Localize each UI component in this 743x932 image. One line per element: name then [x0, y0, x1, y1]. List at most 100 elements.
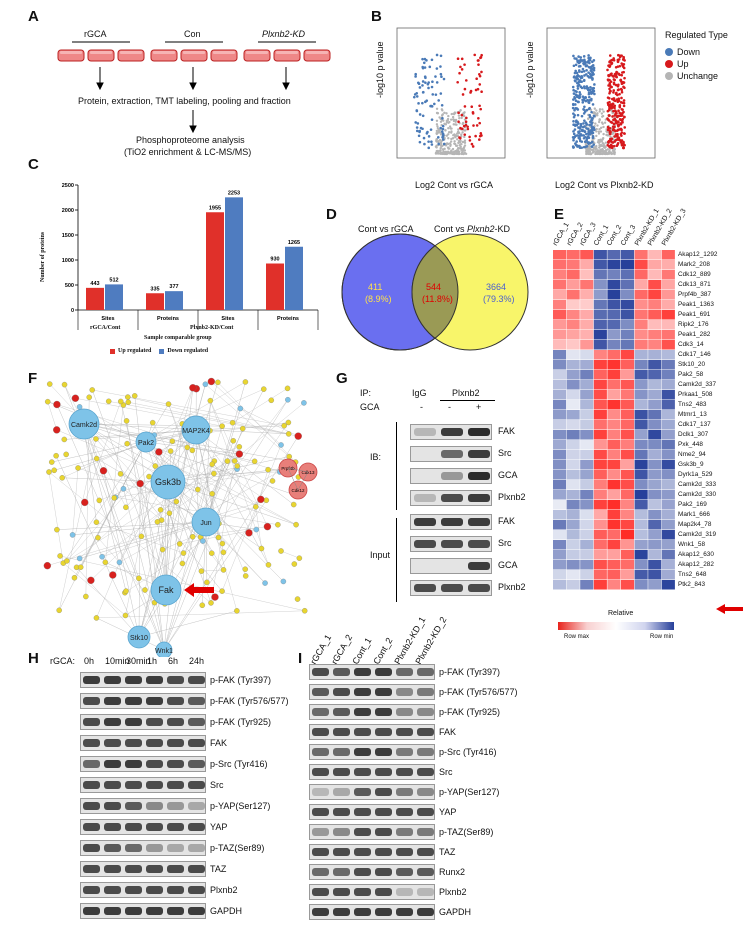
- hub-node-gsk3b: [150, 464, 186, 500]
- i-row-label: TAZ: [439, 847, 456, 857]
- panel-h-timecourse: rGCA: 0h 10min 30min 1h 6h 24h p-FAK (Tyr397)…: [40, 650, 300, 930]
- legend-unchange-label: Unchange: [677, 71, 719, 81]
- unchange-point: [593, 146, 597, 149]
- blot-band: [312, 788, 329, 796]
- panel-b-volcano: -log10 p value -log10 p value Log2 Cont …: [375, 20, 735, 200]
- heatmap-cell: [621, 330, 635, 340]
- down-point: [572, 119, 575, 123]
- up-point: [459, 65, 462, 69]
- down-point: [591, 89, 595, 93]
- network-edge: [63, 441, 147, 564]
- down-point: [578, 91, 581, 94]
- heatmap-cell: [621, 440, 635, 450]
- blot-band: [468, 450, 491, 458]
- venn-mid-count: 544: [426, 282, 442, 292]
- up-point: [620, 62, 623, 65]
- down-point: [586, 60, 589, 64]
- blot-band: [312, 848, 329, 856]
- heatmap-cell: [580, 570, 594, 580]
- heatmap-cell: [634, 490, 648, 500]
- volcano-legend: Down Up Unchange: [665, 46, 718, 82]
- heatmap-row-label: Gsk3b_9: [678, 461, 704, 468]
- input-row-label: Src: [498, 538, 512, 548]
- blot-band: [125, 676, 142, 684]
- i-blot-row: [309, 704, 435, 720]
- venn-mid-pct: (11.8%): [422, 294, 453, 304]
- down-point: [572, 132, 576, 136]
- heatmap-cell: [648, 460, 662, 470]
- network-edge: [96, 387, 194, 618]
- up-point: [610, 106, 614, 110]
- network-edge: [199, 399, 288, 515]
- down-point: [586, 141, 590, 144]
- unchange-point: [441, 151, 445, 155]
- h-row-label: p-Src (Tyr416): [210, 759, 268, 769]
- heatmap-row-label: Camk2d_330: [678, 491, 717, 498]
- blot-band: [333, 808, 350, 816]
- heatmap-cell: [580, 410, 594, 420]
- down-point: [589, 56, 592, 60]
- network-node: [195, 486, 201, 493]
- down-point: [424, 81, 427, 84]
- network-edge: [64, 384, 127, 508]
- down-point: [585, 64, 589, 67]
- down-point: [581, 95, 585, 98]
- heatmap-cell: [621, 520, 635, 530]
- down-point: [578, 79, 582, 82]
- network-node: [301, 400, 307, 406]
- heatmap-row-label: Peak1_1363: [678, 301, 714, 308]
- down-point: [588, 123, 591, 127]
- network-node: [184, 444, 191, 451]
- hub-node-fak: [150, 574, 182, 606]
- down-point: [582, 79, 586, 83]
- down-point: [441, 124, 445, 128]
- blot-band: [396, 908, 413, 916]
- network-node: [102, 559, 109, 566]
- up-point: [460, 113, 464, 117]
- network-edge: [48, 471, 64, 564]
- heatmap-cell: [566, 340, 580, 350]
- blot-band: [188, 907, 205, 915]
- network-edge: [103, 470, 140, 638]
- blot-band: [104, 760, 121, 768]
- down-point: [434, 75, 437, 78]
- down-point: [592, 143, 596, 146]
- up-point: [480, 134, 483, 137]
- heatmap-cell: [634, 420, 648, 430]
- down-point: [415, 109, 419, 112]
- network-node: [111, 495, 117, 501]
- network-edge: [78, 441, 147, 469]
- down-point: [573, 128, 577, 131]
- blot-band: [125, 886, 142, 894]
- network-node: [251, 458, 258, 465]
- unchange-point: [435, 129, 439, 133]
- heatmap-cell: [553, 480, 567, 490]
- network-edge: [154, 381, 246, 436]
- network-edge: [66, 461, 228, 562]
- network-node: [125, 399, 132, 405]
- down-point: [590, 118, 594, 122]
- unchange-point: [603, 145, 607, 149]
- heatmap-cell: [593, 440, 607, 450]
- unchange-point: [606, 130, 609, 134]
- heatmap-cell: [566, 440, 580, 450]
- network-node: [99, 467, 108, 475]
- i-blot-row: [309, 904, 435, 920]
- up-point: [614, 73, 618, 76]
- i-blot-row: [309, 744, 435, 760]
- down-point: [579, 64, 582, 68]
- heatmap-cell: [621, 310, 635, 320]
- heatmap-row-label: Mark2_208: [678, 261, 710, 268]
- down-point: [574, 99, 578, 103]
- heatmap-cell: [593, 310, 607, 320]
- unchange-point: [448, 125, 452, 128]
- heatmap-cell: [580, 460, 594, 470]
- network-node: [257, 495, 265, 504]
- unchange-point: [601, 122, 604, 125]
- down-point: [431, 80, 434, 84]
- down-point: [418, 140, 422, 144]
- hub-node-stk10: [127, 625, 151, 649]
- ib-bracket: [396, 422, 397, 510]
- network-node: [56, 607, 62, 614]
- network-edge: [62, 477, 169, 483]
